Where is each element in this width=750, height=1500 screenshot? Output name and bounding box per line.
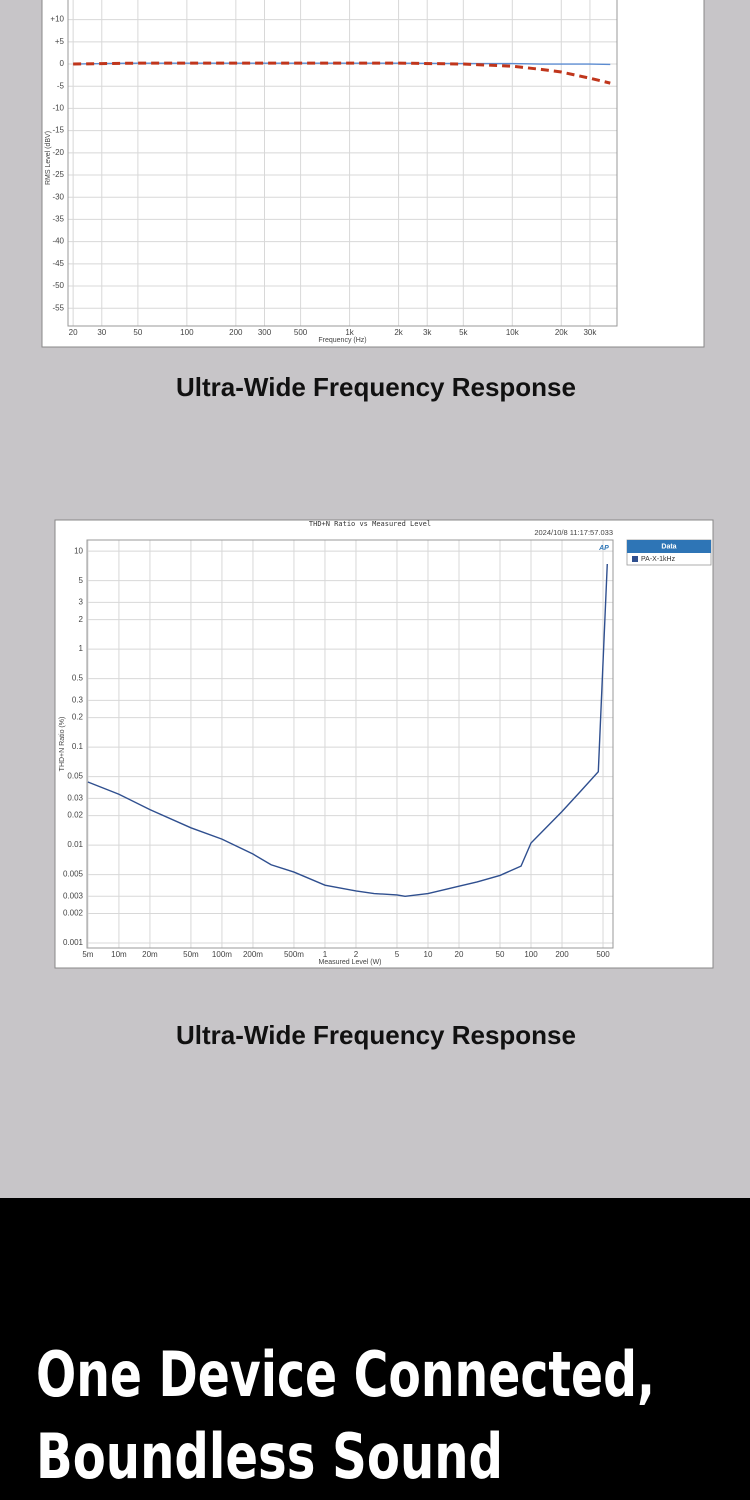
y-tick-label: 0.05 <box>67 772 83 781</box>
y-tick-label: -5 <box>57 81 65 90</box>
y-tick-label: 1 <box>79 644 84 653</box>
y-tick-label: -35 <box>52 215 64 224</box>
y-tick-label: +5 <box>55 37 65 46</box>
x-tick-label: 100 <box>180 328 194 337</box>
y-tick-label: -50 <box>52 281 64 290</box>
x-tick-label: 20k <box>555 328 569 337</box>
series-line <box>73 61 611 85</box>
x-tick-label: 3k <box>423 328 432 337</box>
x-tick-label: 10 <box>424 950 433 959</box>
x-tick-label: 300 <box>258 328 272 337</box>
y-tick-label: 0.2 <box>72 713 84 722</box>
x-tick-label: 200 <box>229 328 243 337</box>
y-tick-label: 0 <box>60 59 65 68</box>
plot-frame <box>67 0 618 327</box>
x-tick-label: 100m <box>212 950 232 959</box>
y-tick-label: +10 <box>50 15 64 24</box>
x-tick-label: 30k <box>583 328 597 337</box>
y-tick-label: -40 <box>52 237 64 246</box>
x-tick-label: 5m <box>82 950 93 959</box>
x-tick-label: 100 <box>524 950 538 959</box>
legend-swatch <box>632 556 638 562</box>
y-tick-label: 0.005 <box>63 870 84 879</box>
x-tick-label: 10k <box>506 328 520 337</box>
y-tick-label: 0.3 <box>72 695 84 704</box>
y-tick-label: -30 <box>52 192 64 201</box>
y-tick-label: 0.003 <box>63 891 84 900</box>
x-tick-label: 50 <box>133 328 142 337</box>
y-tick-label: 10 <box>74 546 83 555</box>
caption: Ultra-Wide Frequency Response <box>176 372 576 402</box>
y-tick-label: -10 <box>52 104 64 113</box>
y-axis-label: THD+N Ratio (%) <box>59 717 66 772</box>
y-tick-label: 0.01 <box>67 840 83 849</box>
x-axis-label: Frequency (Hz) <box>318 337 366 344</box>
x-tick-label: 50 <box>496 950 505 959</box>
y-tick-label: -15 <box>52 126 64 135</box>
chart-panel <box>41 0 705 348</box>
plot-frame <box>86 539 614 949</box>
legend-title: Data <box>661 543 676 550</box>
chart: 20 30 50 100 200 300 500 1k 2k 3k 5k 10k 20k 30k +10 +5… <box>41 0 705 348</box>
x-tick-label: 5 <box>395 950 400 959</box>
y-axis-label: RMS Level (dBV) <box>45 131 52 185</box>
y-tick-label: -20 <box>52 148 64 157</box>
y-tick-label: 0.5 <box>72 674 84 683</box>
y-tick-label: -55 <box>52 303 64 312</box>
x-tick-label: 200 <box>555 950 569 959</box>
banner-line: Boundless Sound <box>36 1420 503 1493</box>
x-tick-label: 2 <box>354 950 359 959</box>
x-tick-label: 20m <box>142 950 158 959</box>
chart-title: THD+N Ratio vs Measured Level <box>309 520 431 528</box>
y-tick-label: 0.1 <box>72 742 84 751</box>
x-tick-label: 2k <box>394 328 403 337</box>
x-tick-label: 5k <box>459 328 468 337</box>
y-tick-label: 0.03 <box>67 793 83 802</box>
legend-header <box>627 540 711 553</box>
x-tick-label: 50m <box>183 950 199 959</box>
series-line <box>87 563 608 898</box>
chart: 5m 10m 20m 50m 100m 200m 500m 1 2 5 10 20 50 100 200 50… <box>54 519 714 969</box>
x-tick-label: 200m <box>243 950 263 959</box>
x-tick-label: 30 <box>97 328 106 337</box>
banner-background <box>0 1198 750 1500</box>
x-tick-label: 1 <box>323 950 328 959</box>
y-tick-label: 5 <box>79 576 84 585</box>
x-tick-label: 500 <box>596 950 610 959</box>
chart-panel <box>54 519 714 969</box>
x-tick-label: 500m <box>284 950 304 959</box>
timestamp: 2024/10/8 11:17:57.033 <box>534 528 613 537</box>
y-tick-label: -45 <box>52 259 64 268</box>
caption: Ultra-Wide Frequency Response <box>176 1020 576 1050</box>
x-axis-label: Measured Level (W) <box>318 959 381 966</box>
y-tick-label: 2 <box>79 615 84 624</box>
y-tick-label: 0.02 <box>67 811 83 820</box>
x-tick-label: 10m <box>111 950 127 959</box>
logo: AP <box>598 545 609 552</box>
banner-line: One Device Connected, <box>36 1338 655 1411</box>
y-tick-label: 0.002 <box>63 909 84 918</box>
y-tick-label: -25 <box>52 170 64 179</box>
x-tick-label: 500 <box>294 328 308 337</box>
x-tick-label: 20 <box>455 950 464 959</box>
legend-label: PA-X-1kHz <box>641 556 676 563</box>
x-tick-label: 20 <box>69 328 78 337</box>
charts: 20 30 50 100 200 300 500 1k 2k 3k 5k 10k 20k 30k+10+5… <box>41 0 714 969</box>
y-tick-label: 3 <box>79 597 84 606</box>
x-tick-label: 1k <box>345 328 354 337</box>
y-tick-label: 0.001 <box>63 938 84 947</box>
